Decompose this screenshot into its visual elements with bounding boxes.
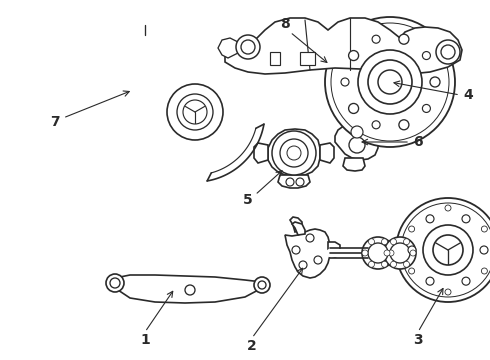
Circle shape: [348, 103, 359, 113]
Circle shape: [362, 237, 394, 269]
Circle shape: [351, 126, 363, 138]
Circle shape: [325, 17, 455, 147]
Text: 3: 3: [413, 333, 423, 347]
Circle shape: [177, 94, 213, 130]
Polygon shape: [320, 143, 334, 163]
Text: 8: 8: [280, 17, 290, 31]
Circle shape: [241, 40, 255, 54]
Circle shape: [368, 261, 374, 267]
Circle shape: [433, 235, 463, 265]
Polygon shape: [328, 242, 340, 257]
Text: 5: 5: [243, 193, 253, 207]
Polygon shape: [218, 38, 240, 58]
Circle shape: [396, 198, 490, 302]
Circle shape: [462, 277, 470, 285]
Polygon shape: [292, 222, 305, 235]
Circle shape: [372, 35, 380, 43]
Circle shape: [462, 215, 470, 223]
Polygon shape: [270, 52, 280, 65]
Polygon shape: [290, 217, 302, 232]
Circle shape: [236, 35, 260, 59]
Circle shape: [272, 131, 316, 175]
Circle shape: [258, 281, 266, 289]
Circle shape: [445, 289, 451, 295]
Circle shape: [299, 261, 307, 269]
Circle shape: [362, 250, 368, 256]
Polygon shape: [268, 129, 320, 176]
Circle shape: [331, 23, 449, 141]
Circle shape: [401, 203, 490, 297]
Circle shape: [287, 146, 301, 160]
Circle shape: [384, 237, 416, 269]
Circle shape: [422, 51, 430, 59]
Circle shape: [445, 205, 451, 211]
Circle shape: [422, 104, 430, 112]
Circle shape: [423, 225, 473, 275]
Polygon shape: [343, 158, 365, 171]
Circle shape: [292, 246, 300, 254]
Text: 4: 4: [463, 88, 473, 102]
Circle shape: [183, 100, 207, 124]
Circle shape: [185, 285, 195, 295]
Circle shape: [436, 40, 460, 64]
Circle shape: [382, 239, 388, 245]
Text: 7: 7: [50, 115, 60, 129]
Circle shape: [348, 50, 359, 60]
Circle shape: [390, 243, 410, 263]
Polygon shape: [300, 52, 315, 65]
Circle shape: [481, 226, 488, 232]
Circle shape: [426, 277, 434, 285]
Circle shape: [391, 239, 396, 245]
Circle shape: [430, 77, 440, 87]
Text: 1: 1: [140, 333, 150, 347]
Circle shape: [254, 277, 270, 293]
Circle shape: [409, 226, 415, 232]
Circle shape: [388, 250, 394, 256]
Circle shape: [480, 246, 488, 254]
Circle shape: [426, 215, 434, 223]
Circle shape: [341, 78, 349, 86]
Circle shape: [110, 278, 120, 288]
Circle shape: [408, 246, 416, 254]
Text: 6: 6: [413, 135, 423, 149]
Circle shape: [382, 261, 388, 267]
Circle shape: [441, 45, 455, 59]
Circle shape: [399, 34, 409, 44]
Circle shape: [403, 261, 410, 267]
Circle shape: [378, 70, 402, 94]
Circle shape: [391, 261, 396, 267]
Circle shape: [384, 250, 390, 256]
Circle shape: [399, 120, 409, 130]
Polygon shape: [225, 18, 462, 74]
Circle shape: [167, 84, 223, 140]
Circle shape: [306, 234, 314, 242]
Circle shape: [358, 50, 422, 114]
Circle shape: [481, 268, 488, 274]
Circle shape: [410, 250, 416, 256]
Polygon shape: [335, 120, 378, 160]
Circle shape: [106, 274, 124, 292]
Circle shape: [409, 268, 415, 274]
Circle shape: [368, 239, 374, 245]
Polygon shape: [115, 275, 262, 303]
Circle shape: [280, 139, 308, 167]
Polygon shape: [342, 108, 365, 122]
Circle shape: [368, 60, 412, 104]
Circle shape: [349, 137, 365, 153]
Circle shape: [368, 243, 388, 263]
Circle shape: [296, 178, 304, 186]
Polygon shape: [254, 143, 268, 163]
Polygon shape: [285, 229, 330, 278]
Circle shape: [286, 178, 294, 186]
Circle shape: [403, 239, 410, 245]
Circle shape: [372, 121, 380, 129]
Polygon shape: [278, 175, 310, 188]
Text: 2: 2: [247, 339, 257, 353]
Circle shape: [314, 256, 322, 264]
